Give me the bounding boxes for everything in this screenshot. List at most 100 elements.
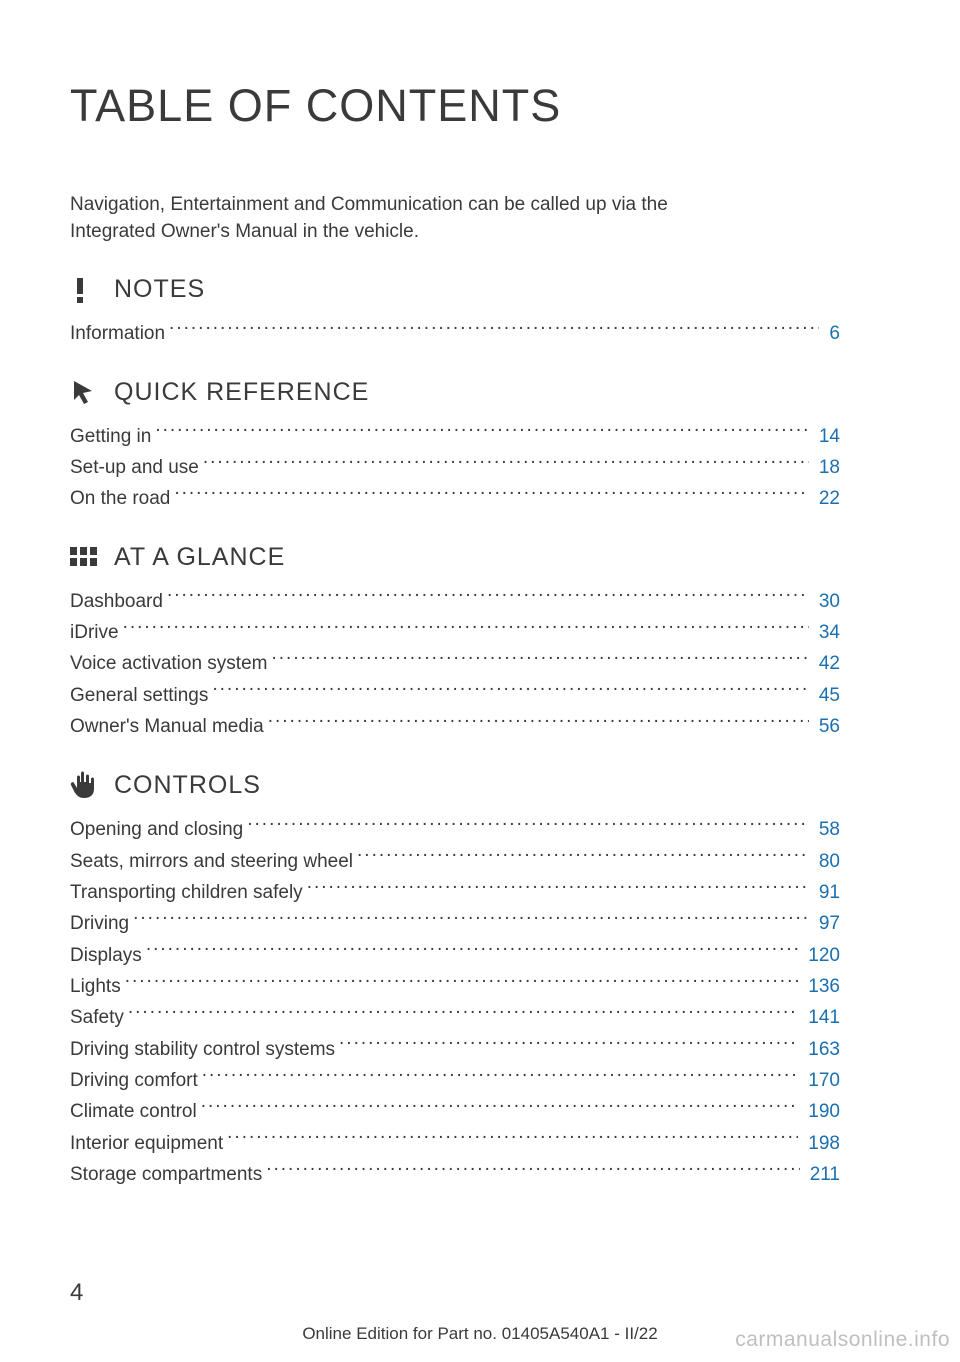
toc-leader-dots	[201, 1098, 799, 1117]
toc-sections: NOTES Information 6 QUICK REFERENCE Gettin…	[70, 275, 840, 1190]
toc-page-link[interactable]: 190	[802, 1096, 840, 1127]
toc-row: Safety 141	[70, 1002, 840, 1033]
toc-leader-dots	[146, 942, 798, 961]
toc-row: Getting in 14	[70, 421, 840, 452]
toc-page-link[interactable]: 170	[802, 1065, 840, 1096]
toc-row: Voice activation system 42	[70, 648, 840, 679]
toc-leader-dots	[227, 1130, 798, 1149]
toc-leader-dots	[128, 1004, 798, 1023]
section-header: CONTROLS	[70, 770, 840, 800]
toc-row: Seats, mirrors and steering wheel 80	[70, 846, 840, 877]
toc-row: Interior equipment 198	[70, 1128, 840, 1159]
toc-label: Interior equipment	[70, 1128, 223, 1159]
toc-row: Climate control 190	[70, 1096, 840, 1127]
toc-row: Storage compartments 211	[70, 1159, 840, 1190]
toc-leader-dots	[155, 423, 809, 442]
section-title: NOTES	[114, 275, 205, 304]
toc-row: Displays 120	[70, 940, 840, 971]
toc-page-link[interactable]: 136	[802, 971, 840, 1002]
toc-page-link[interactable]: 45	[813, 680, 840, 711]
toc-leader-dots	[133, 910, 809, 929]
section-header: AT A GLANCE	[70, 543, 840, 572]
toc-leader-dots	[123, 619, 809, 638]
toc-page-link[interactable]: 14	[813, 421, 840, 452]
toc-row: Driving 97	[70, 908, 840, 939]
toc-label: Safety	[70, 1002, 124, 1033]
toc-label: Owner's Manual media	[70, 711, 264, 742]
toc-row: Transporting children safely 91	[70, 877, 840, 908]
toc-label: Lights	[70, 971, 121, 1002]
grid-icon	[70, 545, 98, 569]
exclamation-icon-wrap	[70, 276, 114, 304]
toc-page-link[interactable]: 42	[813, 648, 840, 679]
document-page: TABLE OF CONTENTS Navigation, Entertainm…	[0, 0, 960, 1190]
page-number: 4	[70, 1279, 83, 1307]
section-title: AT A GLANCE	[114, 543, 285, 572]
toc-row: Dashboard 30	[70, 586, 840, 617]
toc-leader-dots	[174, 485, 809, 504]
toc-label: Transporting children safely	[70, 877, 303, 908]
toc-leader-dots	[202, 1067, 799, 1086]
toc-row: General settings 45	[70, 680, 840, 711]
toc-label: Seats, mirrors and steering wheel	[70, 846, 353, 877]
toc-label: Information	[70, 318, 165, 349]
toc-row: Opening and closing 58	[70, 814, 840, 845]
toc-page-link[interactable]: 30	[813, 586, 840, 617]
toc-leader-dots	[266, 1161, 800, 1180]
toc-leader-dots	[307, 879, 809, 898]
toc-label: Climate control	[70, 1096, 197, 1127]
toc-label: General settings	[70, 680, 208, 711]
toc-leader-dots	[125, 973, 799, 992]
toc-row: On the road 22	[70, 483, 840, 514]
toc-row: Owner's Manual media 56	[70, 711, 840, 742]
toc-label: Dashboard	[70, 586, 163, 617]
toc-page-link[interactable]: 56	[813, 711, 840, 742]
toc-label: Set-up and use	[70, 452, 199, 483]
toc-page-link[interactable]: 91	[813, 877, 840, 908]
section-title: QUICK REFERENCE	[114, 378, 369, 407]
toc-page-link[interactable]: 97	[813, 908, 840, 939]
hand-icon	[70, 770, 96, 800]
toc-leader-dots	[247, 816, 809, 835]
toc-leader-dots	[339, 1036, 798, 1055]
grid-icon-wrap	[70, 545, 114, 569]
section-header: NOTES	[70, 275, 840, 304]
toc-row: Driving stability control systems 163	[70, 1034, 840, 1065]
toc-label: Opening and closing	[70, 814, 243, 845]
toc-row: iDrive 34	[70, 617, 840, 648]
toc-page-link[interactable]: 18	[813, 452, 840, 483]
toc-page-link[interactable]: 120	[802, 940, 840, 971]
toc-page-link[interactable]: 163	[802, 1034, 840, 1065]
toc-leader-dots	[357, 848, 809, 867]
toc-label: Driving	[70, 908, 129, 939]
toc-row: Set-up and use 18	[70, 452, 840, 483]
toc-label: Driving stability control systems	[70, 1034, 335, 1065]
toc-page-link[interactable]: 211	[804, 1159, 840, 1190]
cursor-icon-wrap	[70, 378, 114, 406]
toc-leader-dots	[271, 650, 808, 669]
toc-label: Voice activation system	[70, 648, 267, 679]
toc-page-link[interactable]: 22	[813, 483, 840, 514]
toc-label: Displays	[70, 940, 142, 971]
toc-label: Storage compartments	[70, 1159, 262, 1190]
toc-row: Driving comfort 170	[70, 1065, 840, 1096]
toc-page-link[interactable]: 34	[813, 617, 840, 648]
toc-page-link[interactable]: 141	[802, 1002, 840, 1033]
toc-leader-dots	[203, 454, 809, 473]
toc-page-link[interactable]: 198	[802, 1128, 840, 1159]
cursor-icon	[70, 378, 98, 406]
page-title: TABLE OF CONTENTS	[70, 80, 840, 132]
toc-leader-dots	[169, 320, 819, 339]
section-header: QUICK REFERENCE	[70, 378, 840, 407]
watermark: carmanualsonline.info	[735, 1328, 950, 1352]
toc-page-link[interactable]: 58	[813, 814, 840, 845]
toc-label: On the road	[70, 483, 170, 514]
toc-label: iDrive	[70, 617, 119, 648]
toc-page-link[interactable]: 6	[823, 318, 840, 349]
toc-page-link[interactable]: 80	[813, 846, 840, 877]
toc-leader-dots	[167, 588, 809, 607]
intro-text: Navigation, Entertainment and Communicat…	[70, 192, 710, 245]
toc-leader-dots	[268, 713, 809, 732]
toc-row: Lights 136	[70, 971, 840, 1002]
toc-leader-dots	[212, 682, 809, 701]
